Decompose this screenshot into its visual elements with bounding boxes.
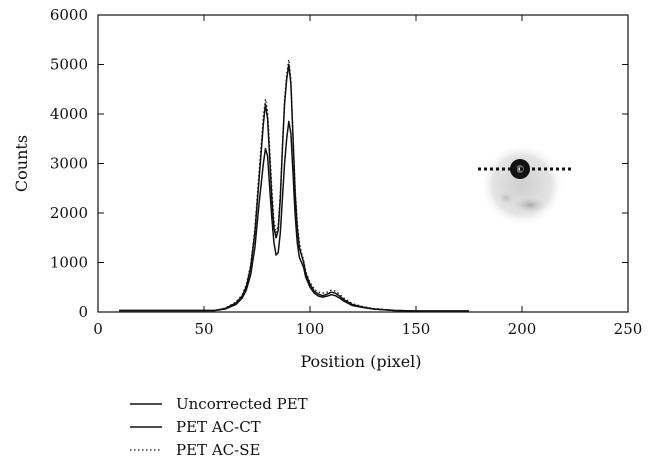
y-tick-label: 4000: [50, 105, 88, 123]
x-tick-label: 100: [296, 320, 325, 338]
y-tick-label: 2000: [50, 204, 88, 222]
y-axis-label: Counts: [12, 135, 31, 192]
x-tick-label: 200: [508, 320, 537, 338]
legend-entry-0: Uncorrected PET: [176, 395, 308, 413]
legend-entry-1: PET AC-CT: [176, 418, 261, 436]
x-tick-label: 150: [402, 320, 431, 338]
y-tick-label: 5000: [50, 56, 88, 74]
phantom-image-inset: [478, 143, 572, 227]
y-tick-label: 1000: [50, 254, 88, 272]
x-tick-label: 0: [93, 320, 103, 338]
x-tick-label: 250: [614, 320, 643, 338]
y-tick-label: 0: [78, 303, 88, 321]
series-line-0: [119, 120, 469, 312]
y-tick-label: 6000: [50, 6, 88, 24]
x-axis-label: Position (pixel): [300, 352, 421, 371]
y-tick-label: 3000: [50, 155, 88, 173]
x-tick-label: 50: [194, 320, 213, 338]
legend-entry-2: PET AC-SE: [176, 441, 260, 459]
